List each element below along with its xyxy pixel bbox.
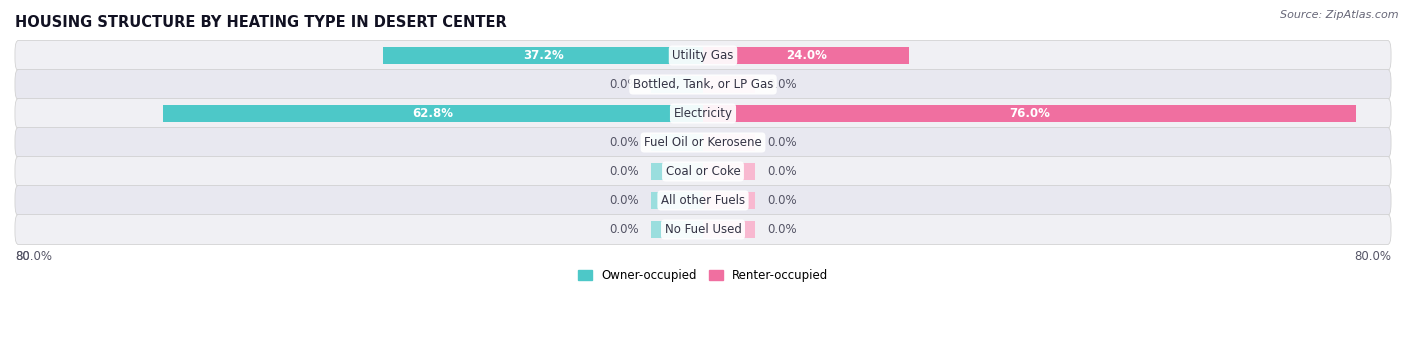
FancyBboxPatch shape [15,186,1391,216]
FancyBboxPatch shape [15,70,1391,100]
Bar [651,192,703,209]
Bar [651,76,703,93]
FancyBboxPatch shape [15,157,1391,187]
FancyBboxPatch shape [15,99,1391,129]
Text: 0.0%: 0.0% [768,136,797,149]
Text: 0.0%: 0.0% [609,223,638,236]
Bar [651,221,703,238]
Text: 0.0%: 0.0% [609,136,638,149]
Bar [703,105,1357,122]
Bar [651,134,703,151]
Text: 80: 80 [15,250,30,263]
Text: HOUSING STRUCTURE BY HEATING TYPE IN DESERT CENTER: HOUSING STRUCTURE BY HEATING TYPE IN DES… [15,15,508,30]
FancyBboxPatch shape [15,128,1391,158]
Bar [703,192,755,209]
Text: No Fuel Used: No Fuel Used [665,223,741,236]
FancyBboxPatch shape [15,41,1391,71]
Text: 80.0%: 80.0% [15,250,52,263]
Text: Utility Gas: Utility Gas [672,49,734,62]
Bar [703,47,910,64]
Text: 24.0%: 24.0% [786,49,827,62]
Text: 0.0%: 0.0% [768,194,797,207]
Text: 0.0%: 0.0% [609,194,638,207]
FancyBboxPatch shape [15,214,1391,244]
Text: Electricity: Electricity [673,107,733,120]
Text: Source: ZipAtlas.com: Source: ZipAtlas.com [1281,10,1399,20]
Text: 0.0%: 0.0% [609,165,638,178]
Bar [703,76,755,93]
Bar [651,163,703,180]
Text: 80.0%: 80.0% [1354,250,1391,263]
Legend: Owner-occupied, Renter-occupied: Owner-occupied, Renter-occupied [572,264,834,287]
Text: 0.0%: 0.0% [768,78,797,91]
Text: Fuel Oil or Kerosene: Fuel Oil or Kerosene [644,136,762,149]
Text: 0.0%: 0.0% [609,78,638,91]
Text: Coal or Coke: Coal or Coke [665,165,741,178]
Bar [703,221,755,238]
Bar [163,105,703,122]
Text: 37.2%: 37.2% [523,49,564,62]
Bar [384,47,703,64]
Text: 62.8%: 62.8% [412,107,454,120]
Bar [703,134,755,151]
Text: Bottled, Tank, or LP Gas: Bottled, Tank, or LP Gas [633,78,773,91]
Bar [703,163,755,180]
Text: 0.0%: 0.0% [768,165,797,178]
Text: All other Fuels: All other Fuels [661,194,745,207]
Text: 0.0%: 0.0% [768,223,797,236]
Text: 76.0%: 76.0% [1010,107,1050,120]
